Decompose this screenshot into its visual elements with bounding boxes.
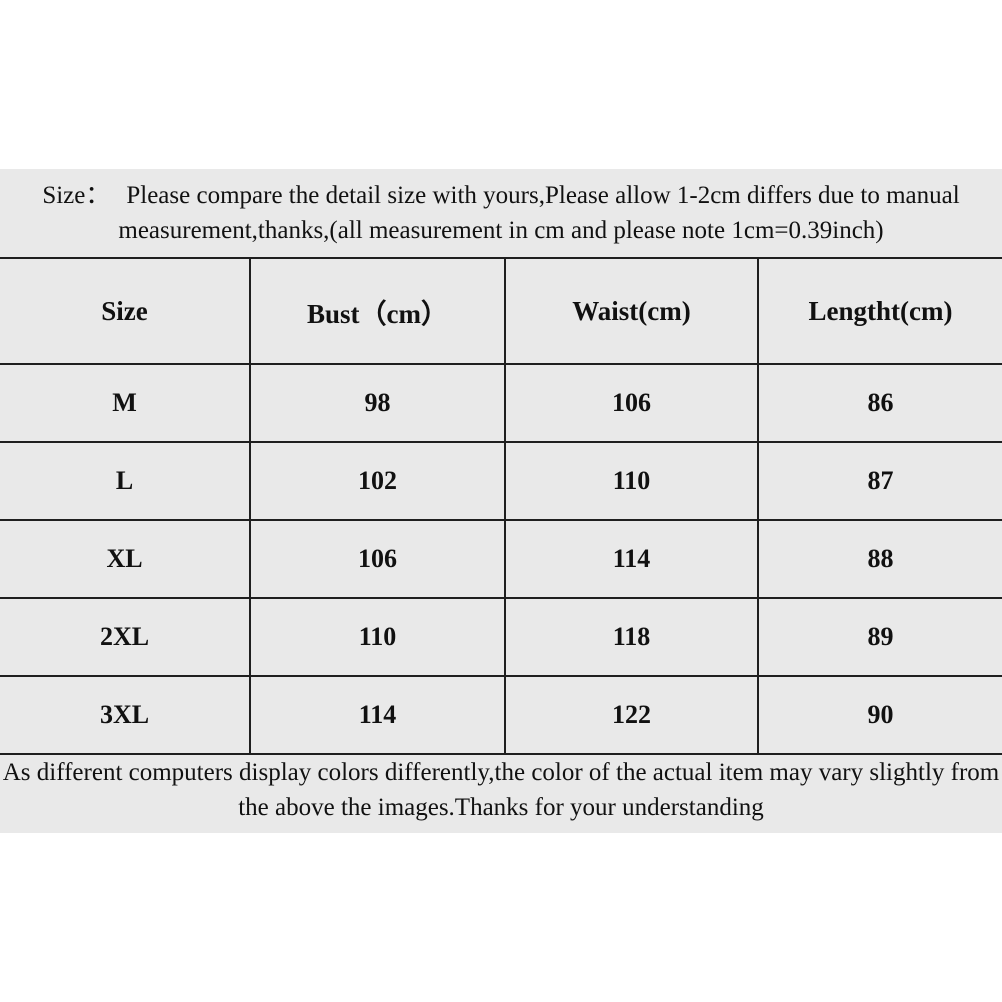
footer-line-2: the above the images.Thanks for your und… bbox=[238, 794, 764, 821]
cell-length: 88 bbox=[757, 519, 1002, 599]
table-row: 2XL 110 118 89 bbox=[0, 597, 1002, 677]
cell-bust: 106 bbox=[249, 519, 506, 599]
footer-line-1: As different computers display colors di… bbox=[2, 759, 1000, 786]
cell-waist: 118 bbox=[504, 597, 759, 677]
size-table: Size Bust（cm） Waist(cm) Lengtht(cm) M 98… bbox=[0, 257, 1002, 755]
col-header-size: Size bbox=[0, 257, 251, 365]
cell-length: 86 bbox=[757, 363, 1002, 443]
footer-note: As different computers display colors di… bbox=[0, 755, 1002, 825]
intro-line-2: measurement,thanks,(all measurement in c… bbox=[118, 217, 884, 244]
cell-size: 2XL bbox=[0, 597, 251, 677]
col-header-bust: Bust（cm） bbox=[249, 257, 506, 365]
cell-waist: 106 bbox=[504, 363, 759, 443]
table-row: XL 106 114 88 bbox=[0, 519, 1002, 599]
cell-bust: 98 bbox=[249, 363, 506, 443]
intro-note: Size： Please compare the detail size with… bbox=[0, 169, 1002, 257]
intro-label: Size： bbox=[42, 182, 111, 209]
col-header-waist: Waist(cm) bbox=[504, 257, 759, 365]
intro-line-1: Size： Please compare the detail size with… bbox=[42, 178, 959, 213]
cell-bust: 102 bbox=[249, 441, 506, 521]
cell-waist: 114 bbox=[504, 519, 759, 599]
cell-size: M bbox=[0, 363, 251, 443]
cell-bust: 110 bbox=[249, 597, 506, 677]
cell-length: 89 bbox=[757, 597, 1002, 677]
table-header-row: Size Bust（cm） Waist(cm) Lengtht(cm) bbox=[0, 257, 1002, 365]
cell-waist: 122 bbox=[504, 675, 759, 755]
cell-length: 90 bbox=[757, 675, 1002, 755]
cell-waist: 110 bbox=[504, 441, 759, 521]
cell-size: 3XL bbox=[0, 675, 251, 755]
cell-size: L bbox=[0, 441, 251, 521]
col-header-length: Lengtht(cm) bbox=[757, 257, 1002, 365]
table-row: L 102 110 87 bbox=[0, 441, 1002, 521]
size-chart-sheet: Size： Please compare the detail size with… bbox=[0, 169, 1002, 833]
table-row: 3XL 114 122 90 bbox=[0, 675, 1002, 755]
cell-size: XL bbox=[0, 519, 251, 599]
intro-line-1-text: Please compare the detail size with your… bbox=[126, 182, 960, 209]
cell-bust: 114 bbox=[249, 675, 506, 755]
cell-length: 87 bbox=[757, 441, 1002, 521]
table-row: M 98 106 86 bbox=[0, 363, 1002, 443]
